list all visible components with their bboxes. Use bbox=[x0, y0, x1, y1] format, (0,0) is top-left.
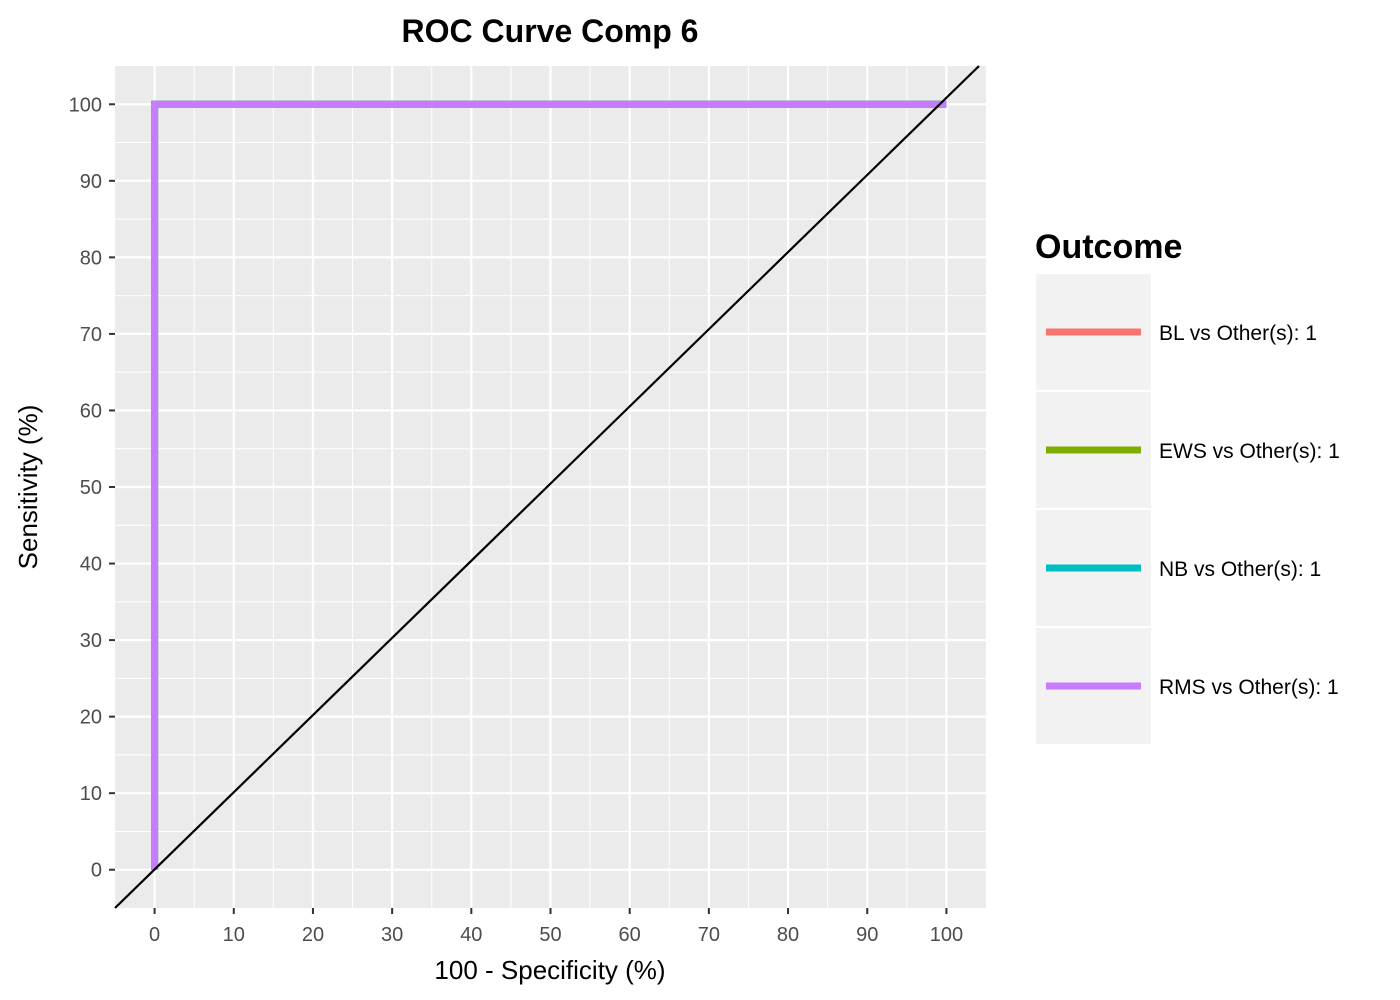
legend-title: Outcome bbox=[1035, 228, 1182, 266]
x-tick-label: 0 bbox=[149, 924, 160, 946]
x-tick-label: 10 bbox=[223, 924, 245, 946]
y-tick-label: 30 bbox=[80, 630, 102, 652]
x-tick-label: 40 bbox=[460, 924, 482, 946]
y-tick-label: 100 bbox=[69, 94, 102, 116]
y-tick-label: 60 bbox=[80, 400, 102, 422]
x-tick-label: 80 bbox=[777, 924, 799, 946]
legend: BL vs Other(s): 1 EWS vs Other(s): 1 NB vs… bbox=[1036, 274, 1340, 744]
x-axis: 0 10 20 30 40 50 60 70 80 90 100 bbox=[149, 908, 963, 946]
y-tick-label: 40 bbox=[80, 554, 102, 576]
series-line-4 bbox=[151, 100, 947, 870]
legend-label: EWS vs Other(s): 1 bbox=[1159, 440, 1340, 463]
y-tick-label: 50 bbox=[80, 477, 102, 499]
chart-title: ROC Curve Comp 6 bbox=[402, 13, 699, 49]
x-tick-label: 20 bbox=[302, 924, 324, 946]
y-tick-label: 20 bbox=[80, 707, 102, 729]
reference-layer bbox=[114, 65, 980, 909]
y-tick-label: 10 bbox=[80, 783, 102, 805]
x-axis-title: 100 - Specificity (%) bbox=[434, 955, 665, 985]
y-tick-label: 0 bbox=[91, 860, 102, 882]
series-layer bbox=[151, 100, 947, 870]
y-tick-label: 70 bbox=[80, 324, 102, 346]
x-tick-label: 50 bbox=[539, 924, 561, 946]
legend-label: RMS vs Other(s): 1 bbox=[1159, 676, 1339, 699]
y-axis: 0 10 20 30 40 50 60 70 80 90 100 bbox=[69, 94, 115, 882]
reference-diagonal-line bbox=[114, 65, 980, 909]
y-axis-title: Sensitivity (%) bbox=[13, 405, 43, 570]
legend-label: NB vs Other(s): 1 bbox=[1159, 558, 1321, 581]
x-tick-label: 100 bbox=[930, 924, 963, 946]
legend-label: BL vs Other(s): 1 bbox=[1159, 322, 1317, 345]
x-tick-label: 30 bbox=[381, 924, 403, 946]
y-tick-label: 90 bbox=[80, 171, 102, 193]
x-tick-label: 70 bbox=[698, 924, 720, 946]
x-tick-label: 90 bbox=[856, 924, 878, 946]
y-tick-label: 80 bbox=[80, 247, 102, 269]
x-tick-label: 60 bbox=[619, 924, 641, 946]
